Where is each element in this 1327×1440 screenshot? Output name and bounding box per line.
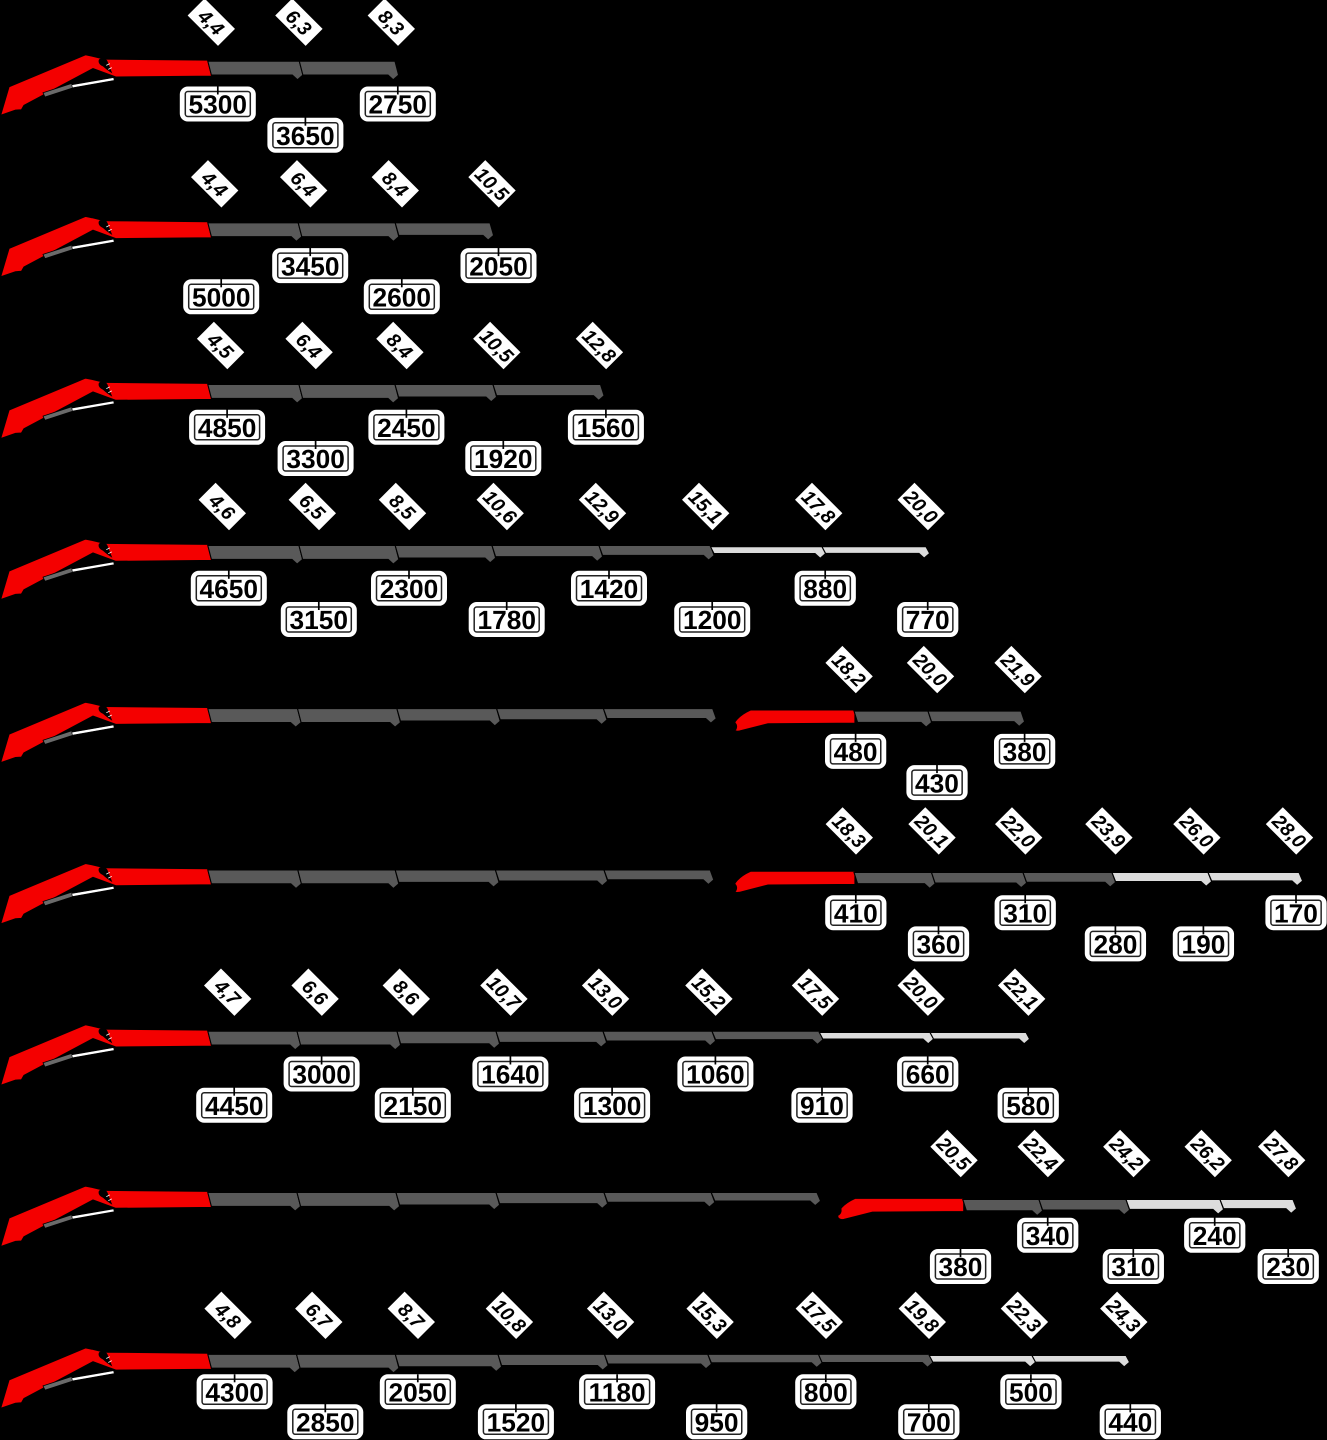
svg-text:2050: 2050 bbox=[469, 251, 528, 281]
svg-text:700: 700 bbox=[907, 1408, 951, 1438]
svg-text:380: 380 bbox=[1003, 737, 1047, 767]
svg-text:430: 430 bbox=[915, 768, 959, 798]
svg-text:3650: 3650 bbox=[276, 121, 335, 151]
svg-text:1420: 1420 bbox=[580, 574, 639, 604]
svg-text:3000: 3000 bbox=[292, 1060, 351, 1090]
svg-text:2600: 2600 bbox=[373, 283, 432, 313]
svg-text:910: 910 bbox=[800, 1091, 844, 1121]
svg-text:4650: 4650 bbox=[200, 574, 259, 604]
svg-text:1560: 1560 bbox=[577, 413, 636, 443]
svg-text:880: 880 bbox=[803, 574, 847, 604]
svg-text:4300: 4300 bbox=[205, 1378, 264, 1408]
svg-text:1180: 1180 bbox=[589, 1378, 646, 1408]
svg-text:2050: 2050 bbox=[389, 1378, 448, 1408]
svg-text:1780: 1780 bbox=[477, 605, 536, 635]
svg-text:770: 770 bbox=[906, 605, 950, 635]
svg-text:2450: 2450 bbox=[377, 413, 436, 443]
svg-text:1060: 1060 bbox=[686, 1060, 745, 1090]
svg-text:3450: 3450 bbox=[281, 251, 340, 281]
svg-text:2150: 2150 bbox=[384, 1091, 443, 1121]
svg-text:1640: 1640 bbox=[481, 1060, 540, 1090]
svg-text:360: 360 bbox=[917, 930, 961, 960]
svg-text:500: 500 bbox=[1009, 1378, 1053, 1408]
svg-text:4850: 4850 bbox=[198, 413, 257, 443]
svg-text:170: 170 bbox=[1274, 898, 1318, 928]
svg-text:950: 950 bbox=[695, 1408, 739, 1438]
svg-text:1520: 1520 bbox=[487, 1408, 546, 1438]
svg-text:240: 240 bbox=[1193, 1221, 1237, 1251]
svg-text:4450: 4450 bbox=[205, 1091, 264, 1121]
svg-text:1200: 1200 bbox=[683, 605, 742, 635]
svg-text:1920: 1920 bbox=[474, 444, 533, 474]
svg-text:580: 580 bbox=[1006, 1091, 1050, 1121]
svg-text:3300: 3300 bbox=[286, 444, 345, 474]
svg-text:380: 380 bbox=[939, 1252, 983, 1282]
svg-text:5000: 5000 bbox=[192, 283, 251, 313]
svg-text:310: 310 bbox=[1003, 898, 1047, 928]
svg-text:2750: 2750 bbox=[369, 90, 428, 120]
svg-text:2850: 2850 bbox=[296, 1408, 355, 1438]
svg-text:230: 230 bbox=[1266, 1252, 1310, 1282]
svg-text:340: 340 bbox=[1026, 1221, 1070, 1251]
svg-text:1300: 1300 bbox=[583, 1091, 642, 1121]
svg-text:800: 800 bbox=[804, 1378, 848, 1408]
svg-text:480: 480 bbox=[834, 737, 878, 767]
svg-text:280: 280 bbox=[1093, 930, 1137, 960]
svg-text:2300: 2300 bbox=[380, 574, 439, 604]
svg-text:5300: 5300 bbox=[189, 90, 248, 120]
svg-text:440: 440 bbox=[1108, 1408, 1152, 1438]
svg-text:3150: 3150 bbox=[290, 605, 349, 635]
svg-text:310: 310 bbox=[1111, 1252, 1155, 1282]
svg-text:190: 190 bbox=[1181, 930, 1225, 960]
svg-text:410: 410 bbox=[834, 898, 878, 928]
svg-text:660: 660 bbox=[906, 1060, 950, 1090]
